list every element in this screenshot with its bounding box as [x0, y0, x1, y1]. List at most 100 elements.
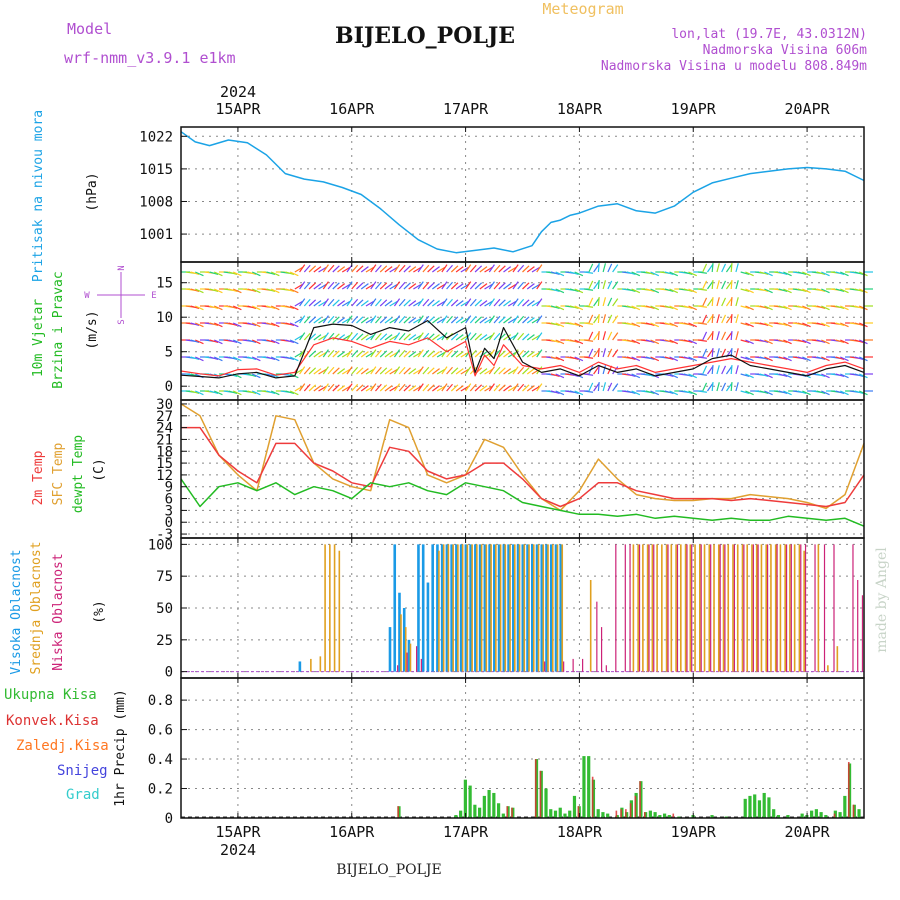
- wind-barb: [526, 300, 535, 307]
- wind-barb: [427, 384, 435, 392]
- wind-barb: [536, 281, 543, 290]
- wind-barb: [778, 322, 788, 327]
- y-tick-label: 0.8: [148, 693, 173, 709]
- wind-barb: [469, 315, 477, 324]
- wind-barb: [588, 297, 594, 307]
- precip-total-bar: [658, 815, 662, 818]
- wind-barb: [408, 368, 417, 375]
- wind-barb: [441, 383, 448, 392]
- y-tick-label: 0: [165, 515, 173, 531]
- wind-barb: [403, 350, 411, 358]
- wind-barb: [318, 351, 327, 358]
- wind-barb: [408, 317, 417, 324]
- precip-total-bar: [534, 759, 539, 818]
- wind-barb: [436, 351, 446, 358]
- precip-conv-bar: [639, 781, 641, 818]
- wind-barb: [730, 364, 733, 375]
- precip-total-bar: [800, 813, 804, 818]
- wind-barb: [398, 281, 406, 290]
- wind-barb: [531, 283, 541, 290]
- wind-barb: [441, 264, 448, 273]
- precip-total-bar: [615, 815, 619, 818]
- wind-barb: [403, 333, 411, 341]
- wind-barb: [721, 382, 727, 392]
- wind-barb: [607, 314, 613, 324]
- wind-barb: [488, 383, 495, 392]
- wind-barb: [555, 271, 565, 277]
- wind-barb: [602, 297, 607, 307]
- wind-barb: [764, 322, 773, 328]
- wind-barb: [460, 385, 469, 392]
- wind-barb: [360, 283, 369, 290]
- wind-barb: [597, 364, 600, 375]
- wind-barb: [740, 322, 750, 327]
- wind-barb: [493, 264, 501, 273]
- wind-barb: [584, 356, 594, 359]
- wind-barb: [322, 383, 329, 392]
- wind-barb: [313, 385, 322, 392]
- wind-barb: [531, 385, 541, 392]
- wind-barb: [370, 349, 377, 358]
- low-cloud-bar: [596, 601, 598, 672]
- mid-cloud-bar: [722, 544, 725, 672]
- high-cloud-bar: [417, 544, 420, 672]
- precip-total-bar: [501, 813, 505, 818]
- wind-barb: [745, 322, 754, 328]
- high-cloud-bar: [493, 544, 496, 672]
- wind-barb: [332, 265, 340, 273]
- wind-barb: [365, 317, 375, 324]
- y-tick-label: 27: [156, 409, 173, 425]
- wind-barb: [650, 390, 660, 396]
- low-cloud-bar: [757, 544, 759, 672]
- wind-barb: [247, 288, 257, 293]
- wind-barb: [436, 300, 446, 307]
- wind-barb: [835, 373, 845, 378]
- wind-barb: [360, 266, 369, 273]
- mid-cloud-bar: [404, 627, 407, 672]
- wind-barb: [711, 296, 714, 307]
- panel-frame: [180, 399, 865, 539]
- wind-barb: [597, 296, 600, 307]
- wind-barb: [479, 283, 488, 290]
- wind-barb: [436, 317, 446, 324]
- wind-barb: [493, 315, 501, 324]
- wind-barb: [465, 332, 472, 341]
- precip-panel: [181, 756, 864, 818]
- low-cloud-bar: [667, 544, 669, 672]
- low-cloud-bar: [776, 544, 778, 672]
- wind-barb: [465, 264, 472, 273]
- wind-barb: [503, 385, 512, 392]
- wind-barb: [384, 334, 393, 341]
- wind-barb: [821, 288, 830, 294]
- wind-barb: [588, 348, 594, 358]
- wind-barb: [602, 348, 607, 358]
- wind-barb: [840, 373, 849, 379]
- wind-barb: [821, 305, 830, 311]
- wind-barb: [522, 333, 530, 341]
- wind-barb: [550, 305, 560, 310]
- wind-barb: [783, 373, 792, 379]
- wind-barb: [213, 390, 223, 396]
- wind-barb: [232, 288, 242, 294]
- wind-barb: [479, 266, 488, 273]
- mid-cloud-bar: [447, 544, 450, 672]
- wind-barb: [740, 339, 750, 344]
- wind-barb: [783, 339, 792, 345]
- wind-barb: [840, 271, 849, 277]
- wind-barb: [194, 356, 204, 362]
- wind-barb: [484, 283, 493, 290]
- wind-barb: [697, 390, 707, 393]
- wind-barb: [370, 264, 377, 273]
- wind-barb: [289, 356, 299, 362]
- wind-barb: [432, 283, 440, 290]
- wind-barb: [745, 339, 754, 345]
- wind-barb: [669, 373, 679, 379]
- mid-cloud-bar: [642, 544, 644, 672]
- wind-barb: [365, 385, 375, 392]
- wind-barb: [697, 339, 707, 342]
- high-cloud-bar: [497, 544, 501, 672]
- wind-barb: [360, 385, 369, 392]
- wind-barb: [697, 322, 707, 325]
- wind-barb: [593, 298, 600, 307]
- wind-barb: [194, 288, 204, 294]
